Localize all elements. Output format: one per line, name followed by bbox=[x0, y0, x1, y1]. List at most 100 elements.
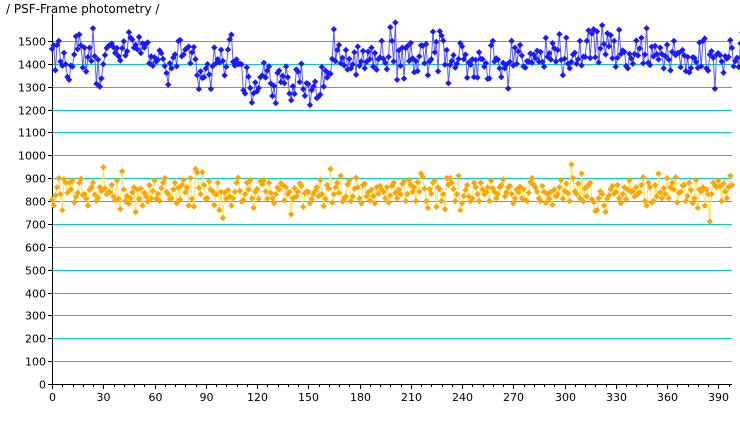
series-1-point bbox=[382, 59, 389, 66]
series-2-point bbox=[235, 174, 242, 181]
series-1-point bbox=[397, 62, 404, 69]
series-1-point bbox=[455, 55, 462, 63]
series-2-point bbox=[361, 180, 368, 187]
series-2-point bbox=[195, 184, 203, 191]
x-tick-label: 300 bbox=[555, 391, 576, 404]
series-2-point bbox=[573, 190, 580, 198]
series-1-point bbox=[409, 55, 416, 62]
series-1-point bbox=[93, 80, 100, 87]
series-2-point bbox=[192, 165, 199, 173]
series-2-point bbox=[113, 177, 121, 184]
series-1-point bbox=[359, 47, 367, 55]
series-1-point bbox=[327, 70, 334, 77]
series-2-point bbox=[554, 190, 561, 198]
series-1-point bbox=[592, 54, 599, 61]
series-1-point bbox=[322, 67, 329, 74]
series-1-point bbox=[161, 62, 168, 70]
series-2-point bbox=[101, 185, 109, 192]
y-tick-label: 400 bbox=[25, 288, 46, 301]
series-2-point bbox=[698, 188, 705, 195]
series-2-point bbox=[325, 185, 332, 192]
series-1-point bbox=[248, 99, 256, 106]
series-1-point bbox=[118, 45, 126, 52]
series-1-point bbox=[221, 72, 228, 79]
series-1-point bbox=[317, 91, 324, 98]
x-tick-label: 180 bbox=[350, 391, 371, 404]
series-1-point bbox=[474, 74, 481, 81]
series-1-point bbox=[354, 43, 361, 50]
series-2-point bbox=[139, 202, 146, 209]
series-2-point bbox=[224, 186, 232, 194]
series-1-point bbox=[301, 92, 309, 99]
series-1-point bbox=[682, 67, 690, 75]
series-2-point bbox=[211, 201, 218, 209]
series-2-point bbox=[390, 179, 397, 186]
series-2-point bbox=[125, 200, 133, 207]
series-2-point bbox=[94, 194, 102, 201]
series-1-point bbox=[569, 51, 577, 58]
series-1-point bbox=[460, 56, 467, 63]
series-1-point bbox=[269, 92, 276, 100]
series-2-point bbox=[382, 195, 389, 202]
series-1-point bbox=[311, 78, 319, 85]
series-2-point bbox=[658, 195, 666, 202]
series-1-point bbox=[578, 62, 585, 69]
series-1-point bbox=[434, 68, 442, 75]
series-2-point bbox=[568, 161, 575, 168]
series-2-point bbox=[380, 188, 387, 195]
series-2-point bbox=[253, 185, 261, 193]
series-1-point bbox=[494, 56, 502, 63]
chart-title: / PSF-Frame photometry / bbox=[6, 2, 160, 16]
series-2-point bbox=[327, 165, 334, 173]
series-2-point bbox=[650, 197, 657, 205]
series-1-point bbox=[404, 42, 411, 50]
series-1-point bbox=[400, 75, 408, 82]
series-1-point bbox=[660, 65, 667, 72]
series-1-point bbox=[566, 65, 573, 72]
series-1-point bbox=[243, 64, 250, 71]
series-1-point bbox=[94, 56, 102, 63]
series-2-point bbox=[366, 197, 373, 204]
series-2-point bbox=[197, 190, 204, 198]
series-2-point bbox=[556, 184, 563, 191]
series-1-point bbox=[241, 90, 249, 97]
series-1-point bbox=[224, 46, 232, 53]
series-1-point bbox=[207, 85, 215, 93]
series-1-point bbox=[281, 80, 288, 87]
series-1-point bbox=[506, 58, 514, 66]
series-2-point bbox=[708, 190, 715, 198]
series-2-point bbox=[57, 190, 64, 198]
series-1-point bbox=[585, 27, 592, 34]
series-2-point bbox=[510, 200, 517, 207]
series-2-point bbox=[578, 170, 585, 177]
series-2-point bbox=[182, 189, 189, 196]
series-1-point bbox=[518, 52, 525, 59]
series-1-point bbox=[62, 61, 69, 68]
series-1-point bbox=[204, 61, 211, 68]
series-1-point bbox=[542, 34, 549, 42]
series-1-point bbox=[375, 56, 382, 63]
series-2-point bbox=[358, 200, 365, 207]
x-tick-label: 150 bbox=[298, 391, 319, 404]
series-1-point bbox=[687, 64, 695, 72]
series-1-point bbox=[631, 50, 638, 58]
y-tick-label: 900 bbox=[25, 173, 46, 186]
series-2-point bbox=[414, 179, 421, 186]
series-2-point bbox=[518, 195, 525, 202]
series-2-point bbox=[288, 211, 295, 218]
series-1-point bbox=[535, 58, 543, 65]
series-2-point bbox=[173, 200, 180, 207]
series-2-point bbox=[83, 195, 90, 202]
series-1-point bbox=[540, 63, 548, 70]
series-1-point bbox=[81, 44, 88, 51]
series-1-point bbox=[262, 74, 269, 81]
series-2-point bbox=[108, 181, 115, 189]
series-2-point bbox=[491, 188, 498, 195]
series-1-point bbox=[453, 60, 461, 67]
series-1-point bbox=[101, 51, 109, 59]
series-1-point bbox=[641, 51, 649, 58]
series-1-point bbox=[457, 40, 464, 47]
series-1-point bbox=[217, 46, 225, 53]
x-tick-label: 90 bbox=[200, 391, 214, 404]
series-1-point bbox=[604, 30, 611, 37]
